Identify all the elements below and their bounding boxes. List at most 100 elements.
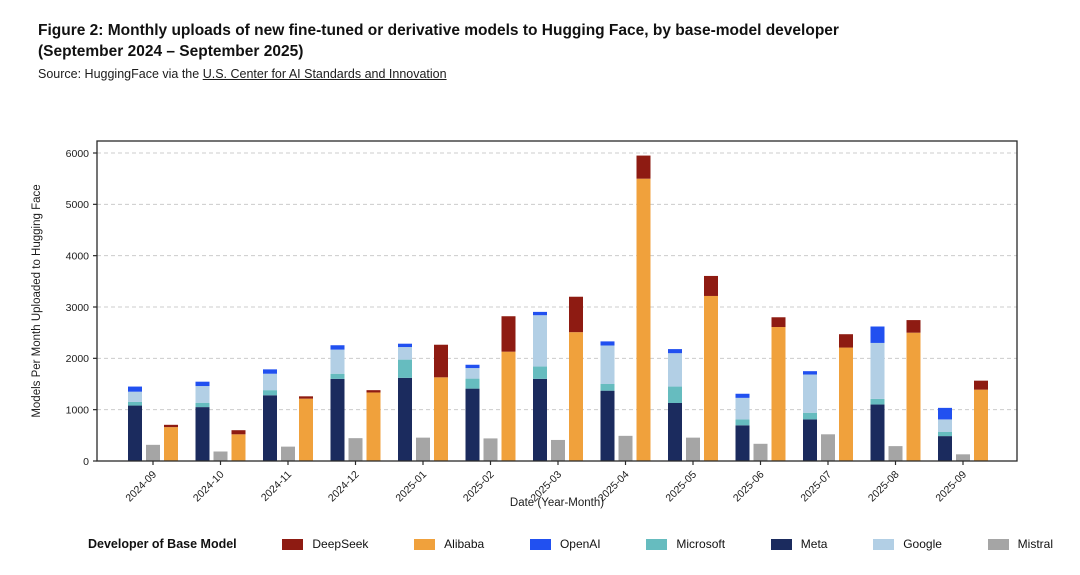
- bar-2025-07-meta: [803, 419, 817, 461]
- x-tick-label-2025-06: 2025-06: [731, 469, 767, 505]
- x-axis-title: Date (Year-Month): [510, 497, 604, 509]
- bar-2025-02-meta: [465, 388, 480, 461]
- y-axis: 0 1000 2000 3000 4000 5000 6000 Models Per Mont…: [31, 148, 97, 468]
- bar-2024-12-meta: [330, 378, 345, 461]
- bar-2025-07-mistral: [821, 434, 835, 461]
- bar-2025-07-microsoft: [803, 412, 817, 420]
- bar-2024-11-google: [263, 373, 277, 391]
- bar-2024-11-microsoft: [263, 390, 277, 396]
- x-axis: 2024-09 2024-10 2024-11 2024-12 2025-01 2025-…: [123, 461, 969, 509]
- legend-title: Developer of Base Model: [88, 537, 237, 551]
- bar-2025-02-alibaba: [501, 351, 516, 461]
- legend-swatch-openai-icon: [529, 538, 551, 550]
- bar-2025-01-openai: [398, 343, 412, 348]
- bar-2025-08-google: [870, 342, 885, 399]
- figure-title: Figure 2: Monthly uploads of new fine-tu…: [38, 20, 1058, 62]
- legend-label-microsoft: Microsoft: [676, 537, 726, 551]
- bar-2025-03-meta: [533, 378, 547, 461]
- bar-2025-06-deepseek: [771, 317, 786, 328]
- legend-item-deepseek: DeepSeek: [282, 537, 368, 551]
- x-tick-label-2025-07: 2025-07: [798, 469, 834, 505]
- bar-2025-06-openai: [735, 393, 750, 398]
- bar-chart: 0 1000 2000 3000 4000 5000 6000 Models Per Mont…: [31, 140, 1018, 509]
- bar-2025-04-openai: [600, 341, 615, 346]
- bar-2025-09-google: [938, 419, 952, 432]
- bar-2025-04-mistral: [618, 435, 633, 461]
- bar-2025-06-meta: [735, 425, 750, 461]
- bar-2025-03-microsoft: [533, 366, 547, 379]
- y-tick-label-4000: 4000: [66, 250, 90, 262]
- bar-2024-11-openai: [263, 369, 277, 374]
- bar-2025-05-deepseek: [704, 275, 718, 296]
- figure-title-line1: Figure 2: Monthly uploads of new fine-tu…: [38, 22, 839, 39]
- bar-2024-10-microsoft: [195, 402, 210, 408]
- y-tick-label-5000: 5000: [66, 199, 90, 211]
- bar-2025-01-deepseek: [434, 344, 448, 378]
- legend-label-mistral: Mistral: [1017, 537, 1053, 551]
- bar-2025-03-google: [533, 315, 547, 367]
- legend-item-microsoft: Microsoft: [646, 537, 725, 551]
- bar-2024-12-alibaba: [366, 392, 381, 461]
- legend-label-google: Google: [903, 537, 942, 551]
- y-tick-label-6000: 6000: [66, 148, 90, 160]
- bar-2024-10-google: [195, 386, 210, 403]
- x-tick-label-2025-01: 2025-01: [393, 469, 429, 505]
- source-link[interactable]: U.S. Center for AI Standards and Innovat…: [202, 67, 447, 81]
- x-tick-label-2025-02: 2025-02: [461, 469, 497, 505]
- x-tick-label-2024-09: 2024-09: [123, 469, 159, 505]
- legend-item-alibaba: Alibaba: [414, 537, 484, 551]
- bar-2025-06-google: [735, 397, 750, 420]
- bar-2024-09-deepseek: [164, 424, 178, 428]
- bar-2025-06-mistral: [753, 443, 768, 461]
- bar-2025-05-alibaba: [704, 295, 718, 461]
- bar-2025-05-google: [668, 353, 682, 387]
- legend-label-meta: Meta: [800, 537, 828, 551]
- bar-2025-02-openai: [465, 364, 480, 369]
- x-tick-label-2024-11: 2024-11: [259, 469, 294, 504]
- legend-swatch-mistral-icon: [987, 538, 1009, 550]
- bar-2025-09-alibaba: [974, 389, 988, 461]
- legend-swatch-microsoft-icon: [646, 538, 668, 550]
- x-tick-label-2024-10: 2024-10: [191, 469, 227, 505]
- x-tick-label-2025-09: 2025-09: [933, 469, 969, 505]
- bar-2025-08-mistral: [888, 446, 903, 461]
- bar-2024-09-openai: [128, 386, 142, 392]
- y-tick-label-3000: 3000: [66, 302, 90, 314]
- legend-swatch-deepseek-icon: [282, 538, 304, 550]
- bar-2024-09-meta: [128, 405, 142, 461]
- bar-2024-11-alibaba: [299, 398, 313, 461]
- bar-2025-03-deepseek: [569, 296, 583, 333]
- bar-2025-08-meta: [870, 404, 885, 461]
- bar-2025-07-deepseek: [839, 334, 853, 348]
- bar-2025-09-deepseek: [974, 380, 988, 390]
- bars-group: [128, 155, 988, 461]
- y-tick-label-2000: 2000: [66, 353, 90, 365]
- bar-2024-10-deepseek: [231, 430, 246, 435]
- bar-2025-04-deepseek: [636, 155, 651, 179]
- bar-2024-09-alibaba: [164, 427, 178, 461]
- bar-2025-06-microsoft: [735, 419, 750, 426]
- bar-2024-10-meta: [195, 407, 210, 461]
- bar-2025-09-meta: [938, 436, 952, 461]
- bar-2024-10-openai: [195, 381, 210, 387]
- bar-2024-09-mistral: [146, 444, 160, 461]
- bar-2025-04-microsoft: [600, 384, 615, 391]
- legend-swatch-alibaba-icon: [414, 538, 436, 550]
- legend-item-mistral: Mistral: [987, 537, 1053, 551]
- bar-2025-03-alibaba: [569, 332, 583, 461]
- bar-2025-01-google: [398, 347, 412, 360]
- bar-2024-10-mistral: [213, 451, 228, 461]
- bar-2025-02-microsoft: [465, 378, 480, 389]
- bar-2025-01-meta: [398, 377, 412, 461]
- bar-2025-04-alibaba: [636, 178, 651, 461]
- bar-2025-07-openai: [803, 371, 817, 375]
- figure-title-line2: (September 2024 – September 2025): [38, 43, 304, 60]
- bar-2025-01-microsoft: [398, 359, 412, 378]
- bar-2025-03-mistral: [551, 439, 565, 461]
- bar-2025-02-google: [465, 368, 480, 379]
- legend-swatch-google-icon: [873, 538, 895, 550]
- bar-2025-03-openai: [533, 311, 547, 316]
- bar-2024-11-mistral: [281, 446, 295, 461]
- bar-2024-11-deepseek: [299, 396, 313, 399]
